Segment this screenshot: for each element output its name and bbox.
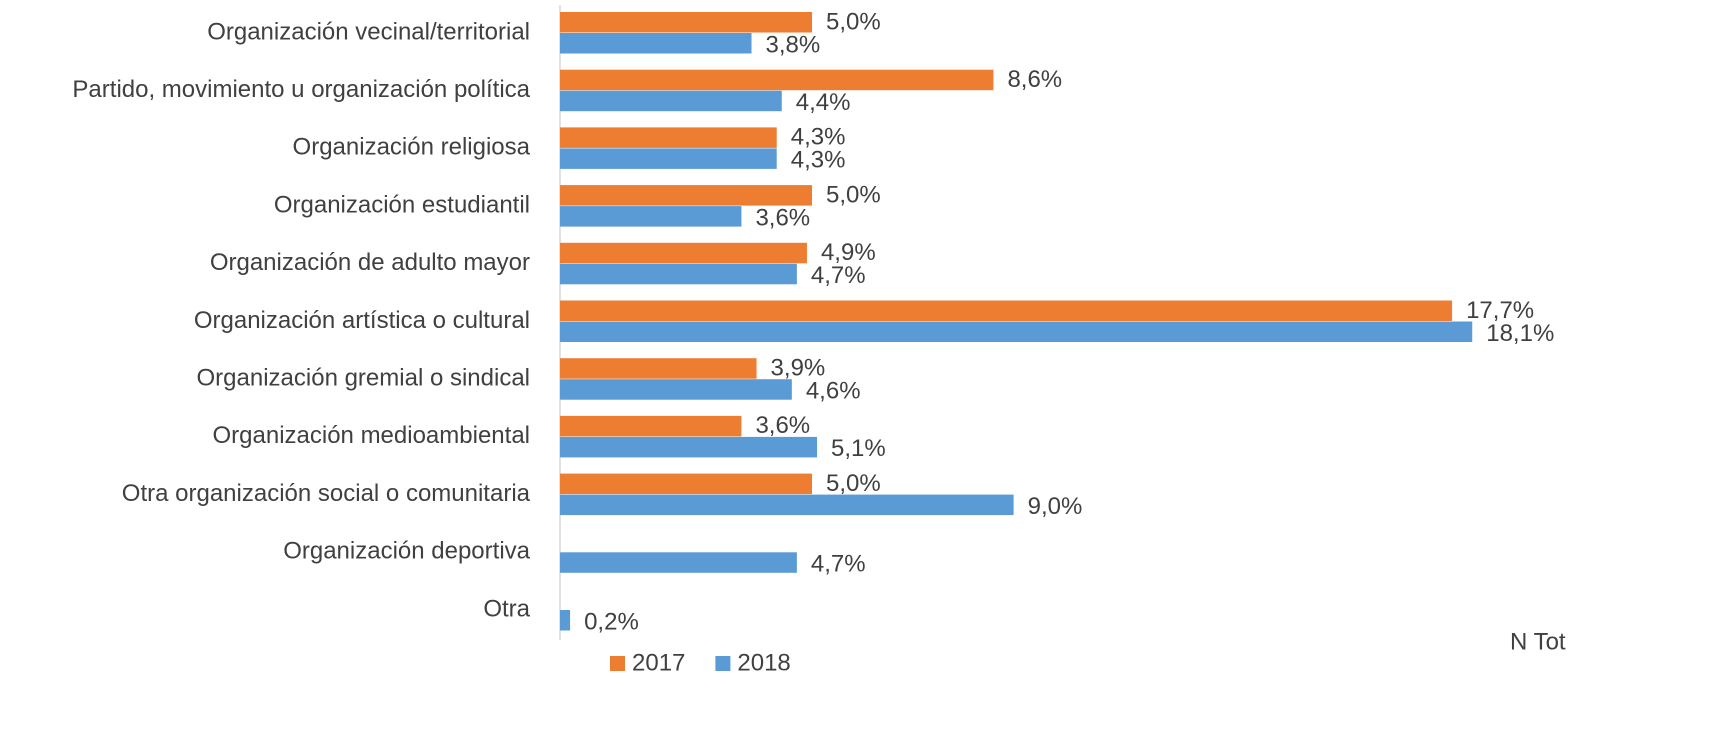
bar	[560, 148, 777, 169]
y-tick-label: Organización estudiantil	[274, 191, 530, 218]
y-tick-label: Organización gremial o sindical	[197, 365, 531, 392]
bar	[560, 494, 1014, 516]
bar	[560, 206, 742, 227]
bar	[560, 379, 792, 400]
y-tick-label: Organización religiosa	[293, 134, 531, 161]
legend-label: 2018	[737, 649, 790, 676]
data-label: 5,1%	[831, 435, 886, 462]
legend-label: 2017	[632, 649, 685, 676]
bar	[560, 127, 777, 148]
bar	[560, 185, 812, 206]
data-label: 3,8%	[766, 31, 821, 58]
bar	[560, 358, 757, 379]
data-label: 18,1%	[1486, 320, 1554, 347]
data-label: 3,9%	[771, 355, 826, 382]
bar	[560, 552, 797, 573]
data-label: 17,7%	[1466, 297, 1534, 324]
data-label: 3,6%	[755, 412, 810, 439]
bar	[560, 300, 1453, 321]
data-label: 0,2%	[584, 608, 639, 635]
bar	[560, 69, 994, 91]
y-tick-label: Organización deportiva	[283, 538, 530, 565]
legend-swatch	[610, 656, 625, 671]
y-tick-label: Otra	[483, 595, 530, 622]
bar	[560, 90, 782, 112]
data-label: 4,6%	[806, 378, 861, 405]
bar	[560, 242, 807, 264]
y-tick-label: Organización medioambiental	[212, 422, 530, 449]
data-label: 5,0%	[826, 470, 881, 497]
bar	[560, 12, 812, 33]
data-label: 4,3%	[791, 147, 846, 174]
data-label: 4,4%	[796, 89, 851, 116]
data-label: 3,6%	[755, 204, 810, 231]
y-tick-label: Organización de adulto mayor	[210, 249, 530, 276]
legend-swatch	[715, 656, 731, 671]
data-label: 4,7%	[811, 551, 866, 578]
data-label: 4,7%	[811, 262, 866, 289]
bar	[560, 321, 1473, 342]
data-label: 9,0%	[1028, 493, 1083, 520]
data-label: 8,6%	[1007, 66, 1062, 93]
annotation: N Tot	[1510, 628, 1566, 655]
bar	[560, 436, 818, 458]
y-tick-label: Otra organización social o comunitaria	[122, 480, 531, 507]
y-tick-label: Organización vecinal/territorial	[207, 18, 530, 45]
data-label: 5,0%	[826, 181, 881, 208]
y-tick-label: Organización artística o cultural	[194, 307, 530, 334]
data-label: 4,3%	[791, 124, 846, 151]
bar	[560, 610, 571, 631]
bar	[560, 263, 797, 285]
bar	[560, 473, 812, 495]
bar	[560, 33, 752, 54]
data-label: 5,0%	[826, 8, 881, 35]
y-tick-label: Partido, movimiento u organización polít…	[72, 76, 530, 103]
data-label: 4,9%	[821, 239, 876, 266]
bar	[560, 415, 742, 437]
